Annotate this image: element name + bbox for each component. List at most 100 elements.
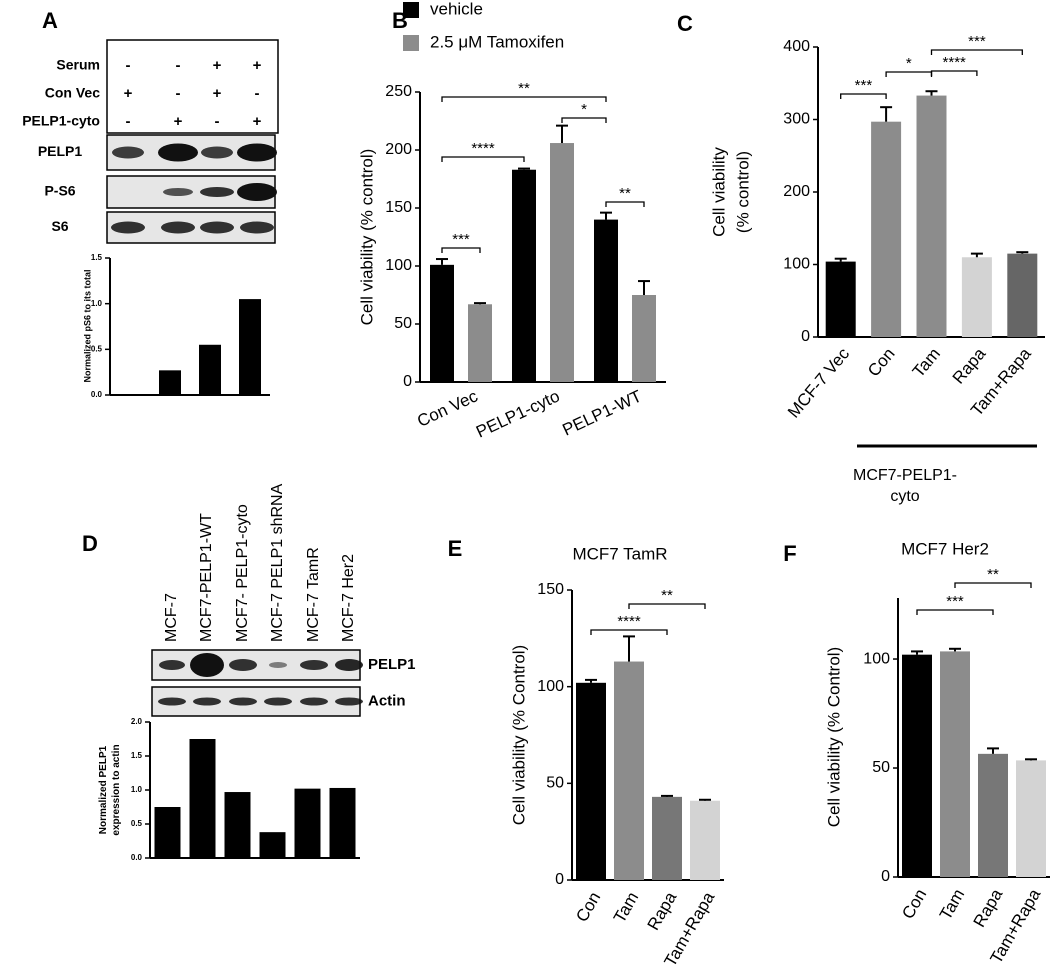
row-mark: -	[176, 85, 181, 102]
blot-band	[264, 697, 292, 706]
y-tick-label: 1.0	[91, 299, 103, 308]
error-bar	[556, 124, 568, 144]
bar	[154, 807, 181, 858]
x-tick-label: PELP1-cyto	[473, 386, 562, 441]
error-bar	[585, 678, 597, 683]
bar	[512, 169, 536, 382]
y-tick-label: 1.0	[131, 785, 143, 794]
bar	[940, 651, 970, 877]
panel-label: E	[448, 536, 463, 561]
y-tick-label: 50	[394, 315, 412, 332]
error-bar	[699, 798, 711, 801]
bar	[294, 788, 321, 858]
significance-label: ****	[943, 54, 967, 71]
bar	[1007, 253, 1038, 337]
y-axis-label: Cell viability	[709, 147, 728, 237]
significance-label: **	[987, 566, 999, 583]
significance-bracket	[840, 93, 887, 99]
row-mark: -	[255, 85, 260, 102]
lane-label: MCF-7	[163, 593, 180, 642]
row-label: Serum	[56, 57, 100, 73]
row-mark: -	[215, 113, 220, 130]
significance-bracket	[954, 582, 1032, 588]
bar	[825, 261, 856, 337]
significance-bracket	[441, 247, 481, 253]
blot-band	[240, 221, 274, 234]
x-tick-label: Tam	[909, 344, 944, 381]
blot-band	[237, 183, 277, 201]
y-tick-label: 50	[546, 775, 564, 792]
error-bar	[834, 257, 847, 262]
x-tick-label: Con	[864, 344, 899, 380]
group-label: MCF7-PELP1-	[853, 467, 957, 484]
error-bar	[600, 211, 612, 220]
error-bar	[1025, 758, 1037, 761]
significance-label: ***	[968, 33, 986, 50]
error-bar	[925, 90, 938, 96]
y-tick-label: 100	[863, 650, 890, 667]
blot-band	[158, 143, 198, 162]
band-label: P-S6	[44, 183, 75, 199]
bar	[576, 682, 606, 880]
y-tick-label: 150	[385, 199, 412, 216]
blot-band	[193, 697, 221, 706]
panel-label: F	[783, 541, 796, 566]
error-bar	[949, 647, 961, 652]
significance-bracket	[885, 71, 933, 77]
y-axis-label: Normalized pS6 to its total	[82, 269, 92, 382]
blot-band	[269, 662, 287, 668]
blot-band	[159, 660, 185, 670]
error-bar	[911, 650, 923, 655]
blot-band	[300, 697, 328, 706]
chart-title: MCF7 TamR	[572, 544, 667, 563]
y-tick-label: 50	[872, 759, 890, 776]
significance-label: **	[619, 185, 631, 202]
blot-band	[201, 146, 233, 159]
error-bar	[638, 280, 650, 295]
blot-band	[237, 143, 277, 162]
y-tick-label: 1.5	[91, 253, 103, 262]
error-bar	[987, 747, 999, 754]
x-tick-label: Rapa	[644, 888, 681, 933]
y-tick-label: 300	[783, 111, 810, 128]
bar	[632, 295, 656, 382]
bar	[961, 257, 992, 337]
significance-bracket	[441, 156, 525, 162]
error-bar	[518, 167, 530, 170]
error-bar	[474, 302, 486, 305]
y-tick-label: 100	[385, 257, 412, 274]
y-tick-label: 0.5	[131, 819, 143, 828]
significance-label: **	[661, 587, 673, 604]
bar	[329, 787, 356, 858]
x-tick-label: Rapa	[970, 885, 1007, 930]
error-bar	[661, 794, 673, 797]
significance-label: ****	[617, 613, 641, 630]
error-bar	[623, 635, 635, 662]
significance-label: *	[906, 55, 912, 72]
legend-label: vehicle	[430, 0, 483, 18]
significance-bracket	[628, 603, 706, 609]
chart-title: MCF7 Her2	[901, 539, 989, 558]
significance-label: ***	[855, 77, 873, 94]
band-label: Actin	[368, 692, 406, 709]
group-label: cyto	[890, 488, 919, 505]
x-tick-label: Tam	[610, 889, 643, 926]
significance-bracket	[605, 201, 645, 207]
bar	[468, 304, 492, 382]
bar	[189, 739, 216, 858]
y-tick-label: 1.5	[131, 751, 143, 760]
significance-label: ****	[471, 140, 495, 157]
y-tick-label: 0	[403, 373, 412, 390]
y-tick-label: 400	[783, 38, 810, 55]
bar	[224, 792, 251, 858]
y-tick-label: 0	[801, 328, 810, 345]
x-tick-label: MCF-7 Vec	[784, 344, 854, 422]
blot-band	[163, 188, 193, 196]
y-axis-label: Cell viability (% control)	[357, 149, 376, 326]
bar	[652, 796, 682, 880]
lane-label: MCF-7 Her2	[340, 554, 357, 642]
y-tick-label: 0	[881, 868, 890, 885]
blot-band	[200, 187, 234, 197]
error-bar	[436, 258, 448, 265]
